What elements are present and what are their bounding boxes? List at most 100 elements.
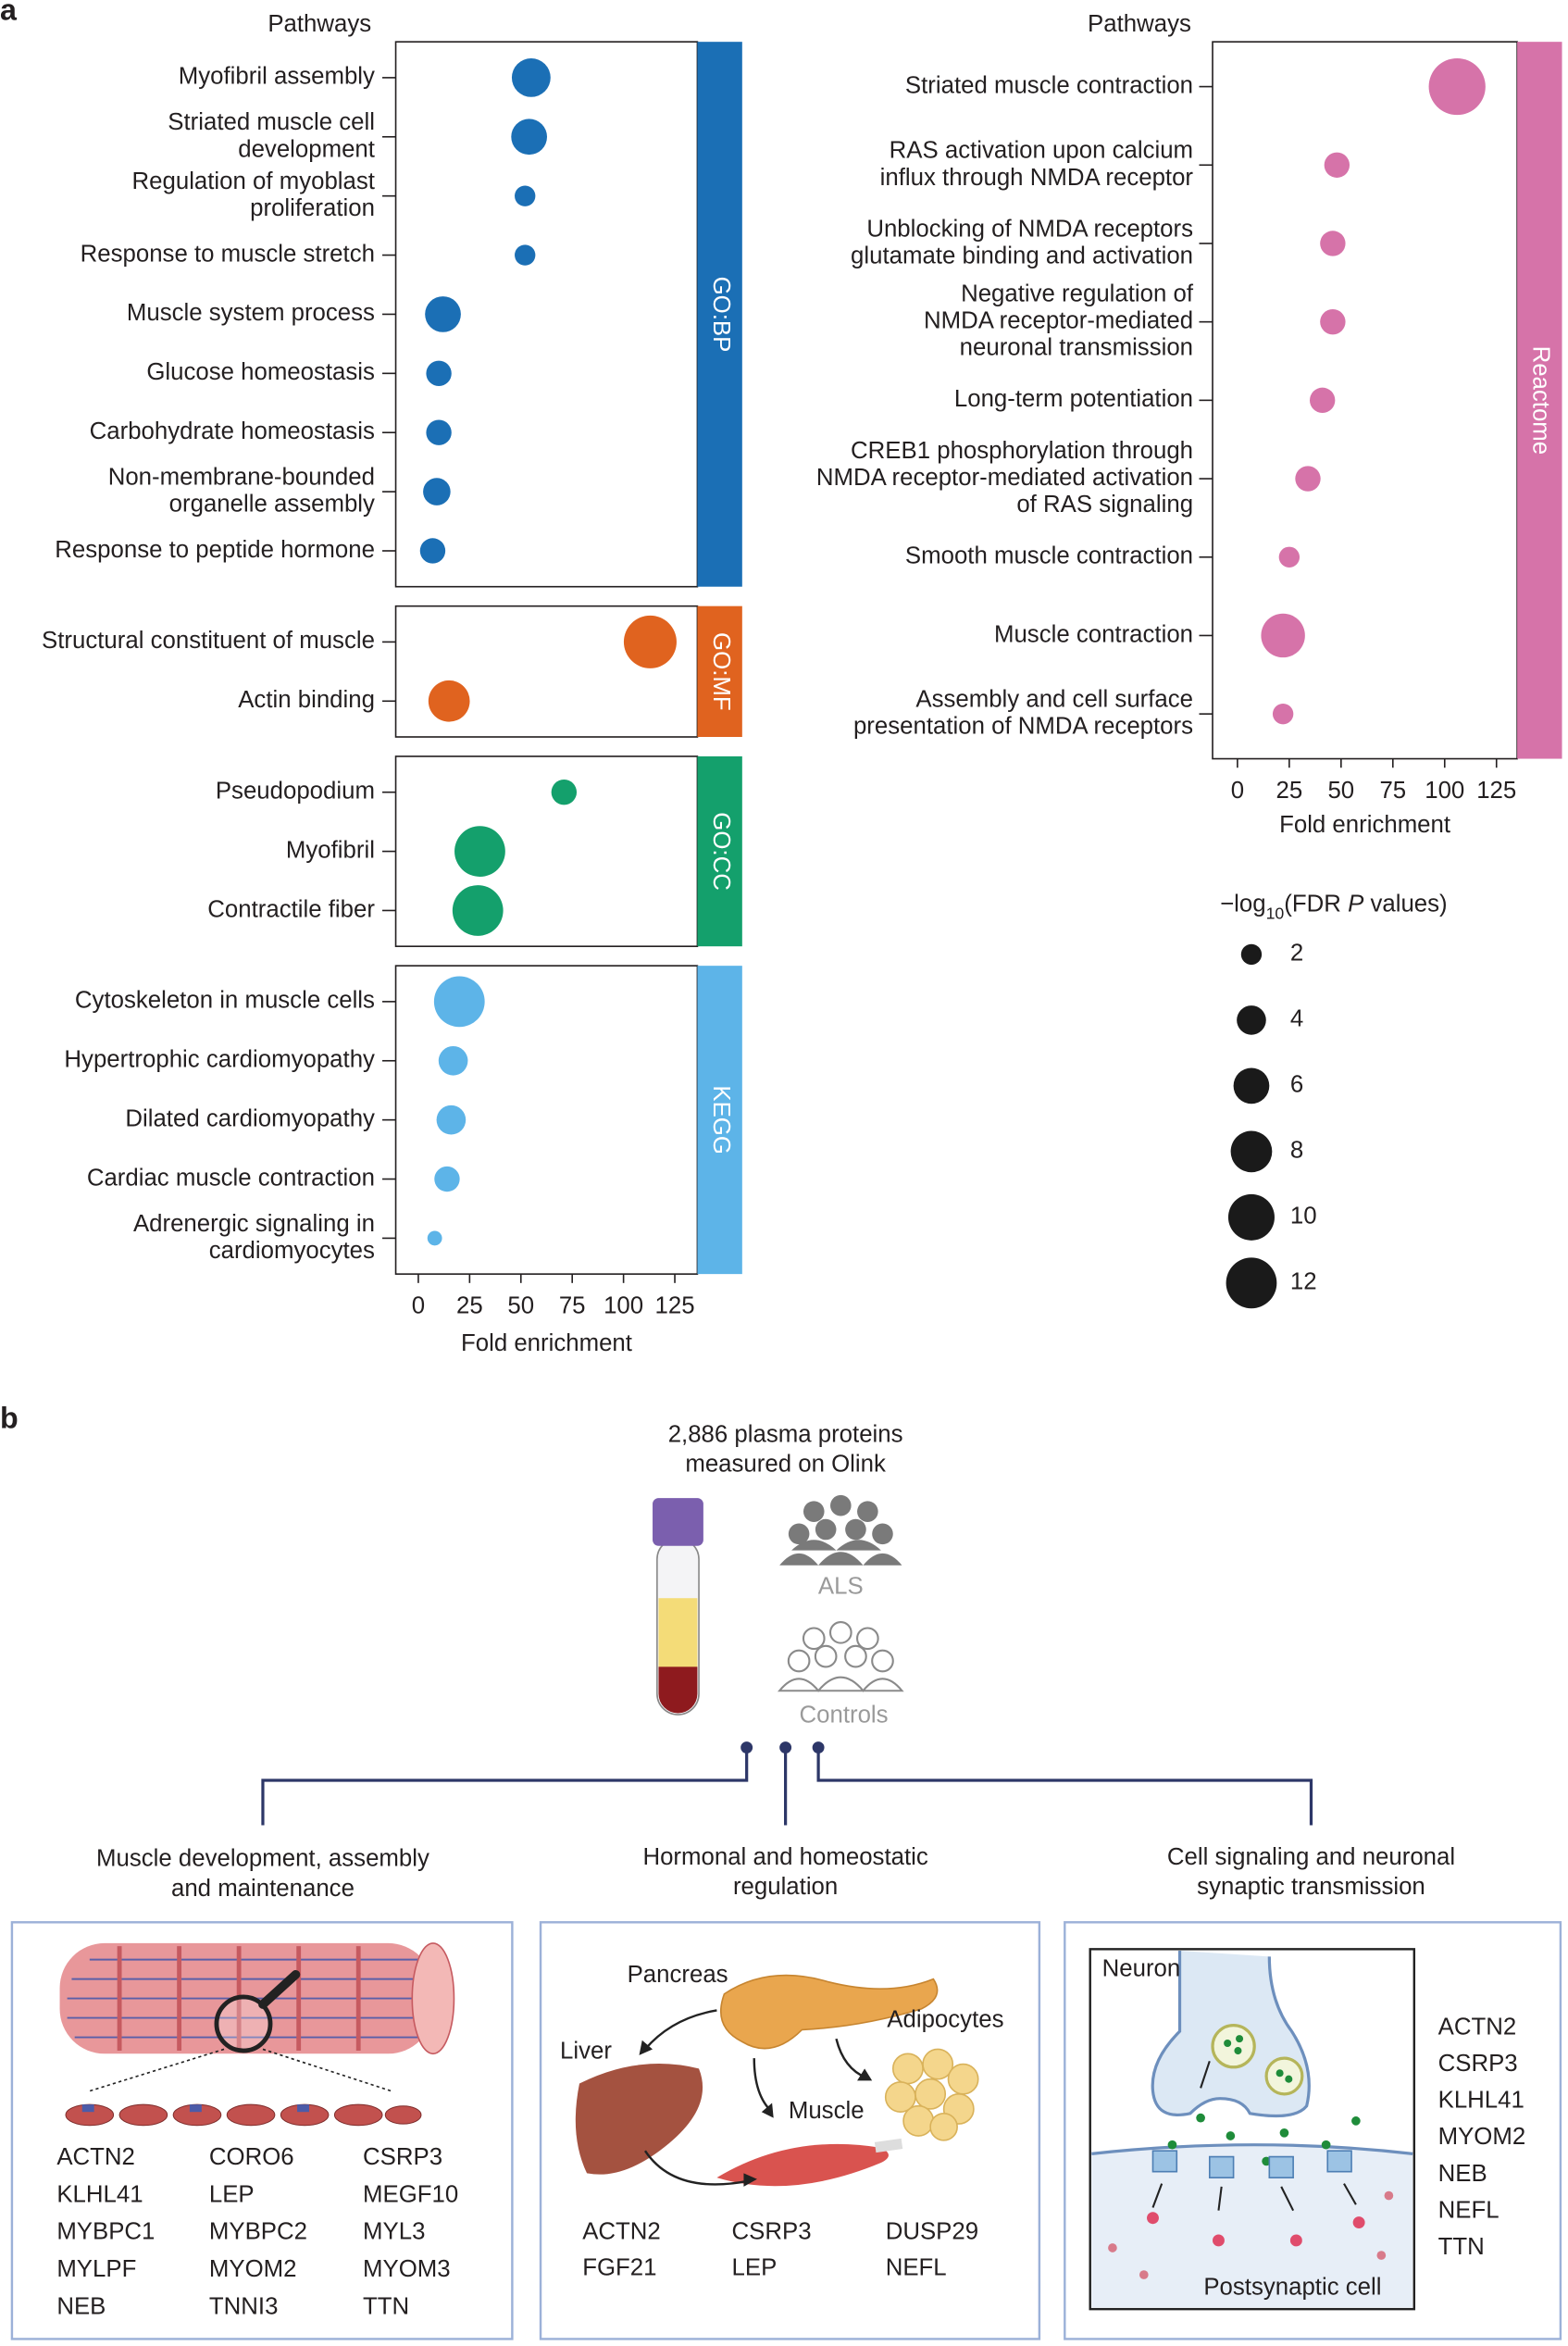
text-line: measured on Olink	[685, 1451, 886, 1477]
text-line: Assembly and cell surface	[915, 686, 1193, 712]
gene-label: NEB	[1438, 2161, 1487, 2187]
text-line: Muscle development, assembly	[96, 1845, 429, 1871]
y-tick-label: Glucose homeostasis	[146, 359, 375, 385]
legend-title: −log10(FDR P values)	[1220, 891, 1448, 922]
text-line: Striated muscle cell	[168, 109, 375, 135]
gene-label: FGF21	[582, 2254, 656, 2280]
y-tick-label: Response to peptide hormone	[55, 537, 375, 563]
y-tick-label: Long-term potentiation	[954, 386, 1193, 412]
x-tick-label: 125	[1476, 778, 1516, 804]
dot	[419, 538, 446, 564]
facet-strip	[697, 966, 742, 1275]
blood-tube	[653, 1498, 703, 1716]
x-tick-label: 0	[412, 1292, 425, 1318]
gene-label: KLHL41	[56, 2181, 143, 2207]
legend-dot	[1233, 1067, 1270, 1104]
x-tick-label: 100	[604, 1292, 643, 1318]
dot	[423, 478, 451, 505]
x-tick-label: 100	[1425, 778, 1464, 804]
gene-label: NEFL	[1438, 2197, 1500, 2223]
panel-heading: Hormonal and homeostatic regulation	[642, 1844, 927, 1900]
y-tick-label: Response to muscle stretch	[81, 241, 375, 267]
als-group-icon	[779, 1494, 902, 1566]
legend-label: 10	[1290, 1204, 1317, 1229]
gene-label: NEFL	[886, 2254, 947, 2280]
text-line: RAS activation upon calcium	[890, 138, 1193, 164]
legend-dot	[1237, 1005, 1266, 1035]
muscle-fiber	[59, 1942, 455, 2127]
gene-label: MYBPC2	[209, 2219, 307, 2245]
text-line: presentation of NMDA receptors	[853, 713, 1193, 739]
dot	[515, 244, 536, 266]
dot	[1320, 231, 1346, 256]
dot	[1278, 546, 1300, 568]
text-line: organelle assembly	[169, 491, 375, 517]
dot	[436, 1104, 467, 1135]
panel-label: a	[0, 0, 18, 26]
y-tick-label: RAS activation upon calcium influx throug…	[880, 138, 1194, 191]
gene-label: TTN	[363, 2293, 409, 2319]
x-tick-label: 50	[1327, 778, 1354, 804]
y-tick-label: Cytoskeleton in muscle cells	[75, 988, 375, 1014]
x-tick-label: 75	[1379, 778, 1406, 804]
dot	[425, 296, 461, 332]
text-line: cardiomyocytes	[209, 1238, 375, 1264]
text-line: 2,886 plasma proteins	[668, 1421, 903, 1447]
dot	[433, 976, 485, 1028]
legend-label: 4	[1290, 1006, 1303, 1032]
text-line: regulation	[733, 1874, 838, 1900]
y-tick-label: Hypertrophic cardiomyopathy	[64, 1047, 375, 1073]
text-line: of RAS signaling	[1016, 492, 1193, 518]
panel-heading: Cell signaling and neuronal synaptic tran…	[1167, 1844, 1455, 1900]
gene-label: MYOM3	[363, 2256, 451, 2282]
text-line: NMDA receptor-mediated activation	[816, 465, 1193, 491]
illustration-label: Liver	[560, 2038, 612, 2064]
organs	[575, 1974, 979, 2187]
dot	[511, 57, 551, 97]
dot	[623, 615, 677, 668]
gene-label: LEP	[209, 2181, 255, 2207]
facet-label: GO:CC	[708, 812, 734, 891]
dot	[551, 779, 578, 805]
gene-label: MYBPC1	[56, 2219, 155, 2245]
y-tick-label: Muscle contraction	[994, 621, 1193, 647]
y-tick-label: Muscle system process	[127, 300, 375, 326]
dot	[426, 419, 452, 445]
dot	[438, 1045, 468, 1076]
text-line: NMDA receptor-mediated	[924, 307, 1193, 333]
dot	[1295, 466, 1321, 492]
dot	[1261, 613, 1305, 658]
legend-title-part: values)	[1363, 891, 1447, 917]
gene-label: CSRP3	[1438, 2051, 1518, 2077]
y-tick-label: CREB1 phosphorylation through NMDA recept…	[816, 438, 1193, 518]
facet-strip	[1517, 42, 1562, 759]
dot	[511, 119, 548, 156]
x-axis-label: Fold enrichment	[461, 1330, 632, 1356]
legend-label: 8	[1290, 1138, 1303, 1164]
dot	[1320, 308, 1346, 335]
text-line: Regulation of myoblast	[132, 168, 375, 194]
x-tick-label: 0	[1231, 778, 1244, 804]
text-line: CREB1 phosphorylation through	[851, 438, 1193, 464]
dot	[426, 360, 452, 387]
y-tick-label: Striated muscle contraction	[905, 72, 1193, 98]
y-tick-label: Dilated cardiomyopathy	[125, 1105, 375, 1131]
text-line: glutamate binding and activation	[851, 243, 1193, 268]
illustration-label: Adipocytes	[887, 2007, 1003, 2033]
text-line: proliferation	[250, 195, 375, 221]
gene-label: CSRP3	[732, 2219, 812, 2245]
synapse	[1089, 1948, 1416, 2311]
text-line: development	[238, 136, 375, 162]
illustration-label: Postsynaptic cell	[1203, 2274, 1381, 2300]
dot	[434, 1166, 460, 1192]
gene-label: LEP	[732, 2254, 778, 2280]
legend-dot	[1240, 943, 1263, 966]
gene-label: MYOM2	[209, 2256, 297, 2282]
gene-label: TTN	[1438, 2234, 1485, 2260]
gene-label: MYOM2	[1438, 2124, 1526, 2150]
text-line: synaptic transmission	[1197, 1874, 1425, 1900]
dot	[1324, 152, 1350, 178]
y-tick-label: Adrenergic signaling in cardiomyocytes	[133, 1211, 375, 1264]
y-tick-label: Regulation of myoblast proliferation	[132, 168, 375, 221]
